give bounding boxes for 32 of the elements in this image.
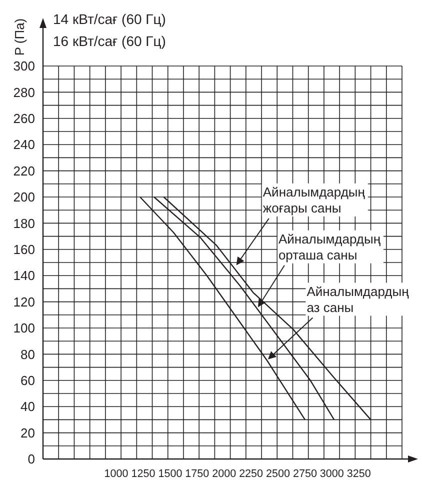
x-tick-label: 2000 <box>212 468 237 480</box>
x-tick-label: 1500 <box>158 468 183 480</box>
annotation: Айналымдардың орташа саны <box>278 231 382 262</box>
y-tick-label: 80 <box>20 346 35 362</box>
y-tick-label: 260 <box>13 110 35 126</box>
x-tick-label: 1750 <box>185 468 210 480</box>
y-tick-label: 40 <box>20 399 35 414</box>
y-axis-title: P (Па) <box>12 18 27 56</box>
y-tick-label: 20 <box>20 425 35 440</box>
x-tick-label: 1250 <box>131 468 156 480</box>
y-tick-label: 180 <box>13 216 35 231</box>
y-tick-label: 0 <box>28 452 35 467</box>
y-tick-label: 280 <box>13 84 35 100</box>
y-tick-label: 240 <box>13 137 35 152</box>
y-tick-label: 100 <box>13 320 35 336</box>
y-tick-label: 120 <box>13 294 35 310</box>
chart-subtitle: 16 кВт/сағ (60 Гц) <box>53 33 166 49</box>
x-tick-label: 2250 <box>239 468 264 480</box>
y-tick-label: 200 <box>13 190 35 205</box>
x-tick-label: 2500 <box>266 468 291 480</box>
y-tick-label: 220 <box>13 163 35 178</box>
chart-title: 14 кВт/сағ (60 Гц) <box>53 11 166 27</box>
annotation: Айналымдардың жоғары саны <box>262 184 366 216</box>
y-tick-label: 140 <box>13 268 35 284</box>
y-tick-label: 60 <box>20 372 35 388</box>
annotation: Айналымдардың аз саны <box>306 284 410 315</box>
x-tick-label: 3250 <box>346 468 372 480</box>
y-tick-label: 160 <box>13 242 35 257</box>
x-tick-label: 1000 <box>104 468 129 480</box>
y-tick-label: 300 <box>13 58 35 74</box>
x-tick-label: 2750 <box>292 468 318 480</box>
x-tick-label: 3000 <box>320 468 344 480</box>
